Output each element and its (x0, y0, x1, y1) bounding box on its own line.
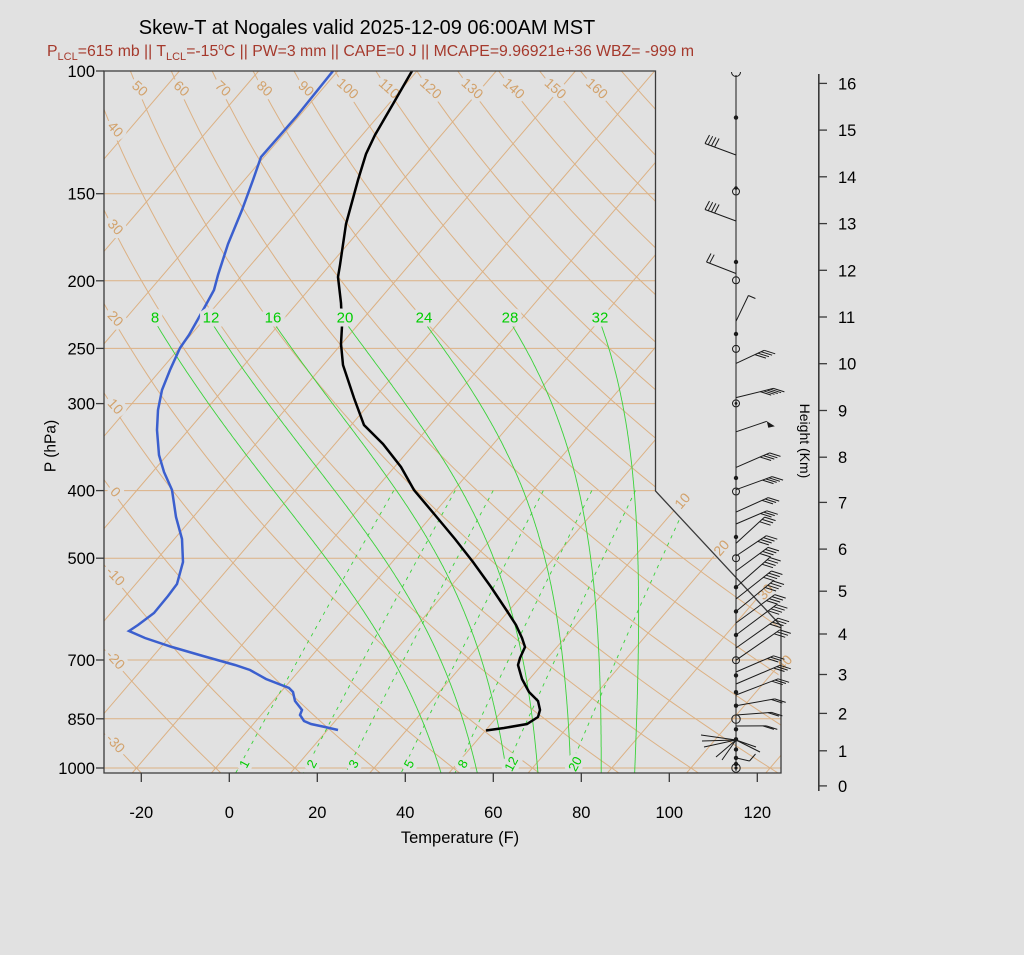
svg-text:14: 14 (838, 169, 856, 187)
svg-text:500: 500 (67, 550, 95, 568)
svg-text:Height (Km): Height (Km) (797, 404, 813, 479)
svg-text:2: 2 (838, 705, 847, 723)
svg-text:80: 80 (572, 804, 590, 822)
svg-text:9: 9 (838, 403, 847, 421)
svg-text:850: 850 (67, 711, 95, 729)
svg-text:15: 15 (838, 122, 856, 140)
svg-text:PLCL=615 mb || TLCL=-15oC || P: PLCL=615 mb || TLCL=-15oC || PW=3 mm || … (47, 42, 694, 63)
svg-text:10: 10 (838, 356, 856, 374)
svg-text:12: 12 (203, 310, 220, 327)
svg-text:400: 400 (67, 483, 95, 501)
svg-text:250: 250 (67, 340, 95, 358)
svg-text:300: 300 (67, 396, 95, 414)
svg-text:16: 16 (838, 75, 856, 93)
svg-text:16: 16 (265, 310, 282, 327)
svg-text:5: 5 (838, 583, 847, 601)
svg-text:6: 6 (838, 541, 847, 559)
svg-text:700: 700 (67, 652, 95, 670)
svg-text:100: 100 (67, 63, 95, 81)
svg-text:-20: -20 (129, 804, 153, 822)
svg-text:20: 20 (337, 310, 354, 327)
svg-text:0: 0 (838, 778, 847, 796)
svg-text:0: 0 (225, 804, 234, 822)
svg-text:7: 7 (838, 494, 847, 512)
svg-text:28: 28 (502, 310, 519, 327)
svg-text:60: 60 (484, 804, 502, 822)
svg-text:3: 3 (838, 667, 847, 685)
svg-text:8: 8 (151, 310, 159, 327)
svg-text:8: 8 (838, 449, 847, 467)
svg-text:100: 100 (656, 804, 684, 822)
svg-text:40: 40 (396, 804, 414, 822)
svg-text:P (hPa): P (hPa) (43, 420, 60, 472)
svg-text:32: 32 (592, 310, 609, 327)
svg-text:12: 12 (838, 262, 856, 280)
svg-text:1000: 1000 (58, 760, 95, 778)
svg-text:20: 20 (308, 804, 326, 822)
svg-text:11: 11 (838, 309, 855, 327)
svg-text:Skew-T at Nogales valid 2025-1: Skew-T at Nogales valid 2025-12-09 06:00… (139, 17, 596, 39)
svg-text:1: 1 (838, 743, 847, 761)
svg-text:200: 200 (67, 273, 95, 291)
svg-text:Temperature (F): Temperature (F) (401, 829, 519, 847)
svg-text:13: 13 (838, 216, 856, 234)
svg-text:120: 120 (744, 804, 772, 822)
svg-text:4: 4 (838, 626, 847, 644)
svg-text:24: 24 (416, 310, 433, 327)
svg-text:150: 150 (67, 186, 95, 204)
